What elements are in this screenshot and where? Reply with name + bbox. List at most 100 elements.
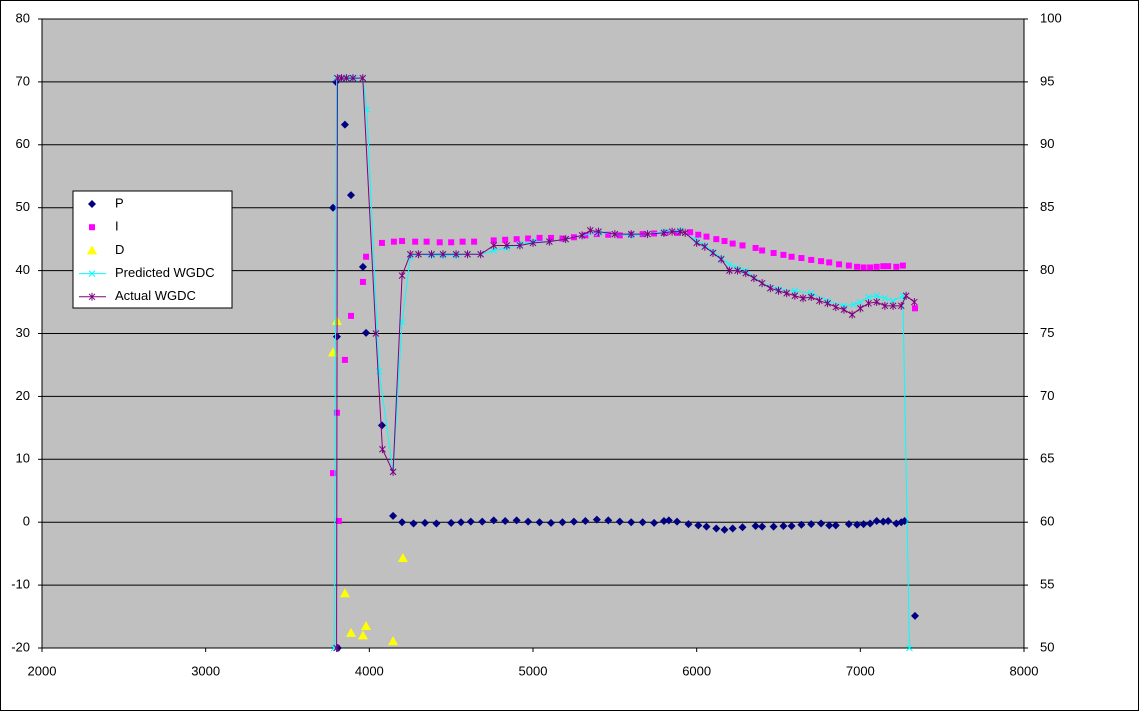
marker xyxy=(348,312,355,319)
marker xyxy=(694,521,703,530)
marker xyxy=(359,278,366,285)
marker xyxy=(859,520,868,529)
y2-tick-label: 85 xyxy=(1040,199,1054,214)
y2-tick-label: 90 xyxy=(1040,136,1054,151)
marker xyxy=(739,242,746,249)
marker xyxy=(406,250,414,259)
marker xyxy=(615,517,624,526)
marker xyxy=(558,518,567,527)
y-tick-label: 50 xyxy=(16,199,30,214)
marker xyxy=(459,238,466,245)
legend-label: D xyxy=(115,242,124,257)
marker xyxy=(478,517,487,526)
marker xyxy=(759,247,766,254)
marker xyxy=(627,230,635,239)
marker xyxy=(569,517,578,526)
marker xyxy=(824,299,831,308)
marker xyxy=(873,298,881,307)
marker xyxy=(328,203,337,212)
marker xyxy=(529,238,537,247)
marker xyxy=(791,287,799,295)
legend-label: P xyxy=(115,195,124,210)
marker xyxy=(853,520,862,529)
marker xyxy=(752,244,759,251)
marker xyxy=(650,518,659,527)
marker xyxy=(703,233,710,240)
marker xyxy=(889,297,897,305)
marker xyxy=(728,524,737,533)
marker xyxy=(717,255,725,264)
marker xyxy=(750,274,758,283)
marker xyxy=(873,292,881,300)
marker xyxy=(664,516,673,525)
marker xyxy=(547,518,556,527)
marker xyxy=(693,238,701,247)
marker xyxy=(456,518,465,527)
marker xyxy=(436,239,443,246)
marker xyxy=(502,236,509,243)
marker xyxy=(798,255,805,262)
marker xyxy=(734,266,741,275)
marker xyxy=(807,293,815,302)
y-tick-label: 30 xyxy=(16,325,30,340)
marker xyxy=(501,516,510,525)
x-tick-label: 5000 xyxy=(519,663,548,678)
marker xyxy=(627,518,636,527)
y-tick-label: 40 xyxy=(16,262,30,277)
marker xyxy=(452,250,460,259)
marker xyxy=(644,230,651,239)
marker xyxy=(807,520,816,529)
marker xyxy=(899,262,906,269)
marker xyxy=(831,521,840,530)
marker xyxy=(889,301,897,310)
y2-tick-label: 95 xyxy=(1040,73,1054,88)
marker xyxy=(769,522,778,531)
marker xyxy=(791,291,799,300)
y-tick-label: 0 xyxy=(23,514,30,529)
marker xyxy=(840,305,848,314)
marker xyxy=(357,630,368,640)
marker xyxy=(775,286,782,295)
marker xyxy=(87,245,97,255)
x-tick-label: 3000 xyxy=(191,663,220,678)
y2-tick-label: 60 xyxy=(1040,514,1054,529)
marker xyxy=(721,238,728,245)
marker xyxy=(398,518,407,527)
marker xyxy=(390,238,397,245)
marker xyxy=(88,292,96,301)
marker xyxy=(595,227,602,236)
y2-tick-label: 55 xyxy=(1040,577,1054,592)
marker xyxy=(420,518,429,527)
marker xyxy=(359,74,367,83)
marker xyxy=(856,298,864,306)
y2-tick-label: 80 xyxy=(1040,262,1054,277)
marker xyxy=(884,516,893,525)
marker xyxy=(562,235,570,244)
marker xyxy=(660,228,668,237)
marker xyxy=(471,238,478,245)
marker xyxy=(881,294,889,302)
marker xyxy=(388,636,399,646)
marker xyxy=(738,523,747,532)
marker xyxy=(512,516,521,525)
marker xyxy=(524,517,533,526)
grid: -20 -10 0 10 20 30 40 50 60 70 80 50 55 60 65 70 75 80 85 9… xyxy=(11,10,1062,678)
y-tick-label: 20 xyxy=(16,388,30,403)
marker xyxy=(681,228,689,237)
marker xyxy=(447,518,456,527)
marker xyxy=(836,261,843,268)
marker xyxy=(713,236,720,243)
marker xyxy=(885,263,892,270)
y2-tick-label: 50 xyxy=(1040,639,1054,654)
marker xyxy=(897,301,905,310)
marks xyxy=(327,74,919,652)
marker xyxy=(535,518,544,527)
marker xyxy=(867,264,874,271)
legend-label: Actual WGDC xyxy=(115,288,196,303)
y-tick-label: -10 xyxy=(11,577,30,592)
marker xyxy=(865,293,872,301)
marker xyxy=(397,553,408,563)
y-tick-label: -20 xyxy=(11,639,30,654)
marker xyxy=(477,250,484,259)
